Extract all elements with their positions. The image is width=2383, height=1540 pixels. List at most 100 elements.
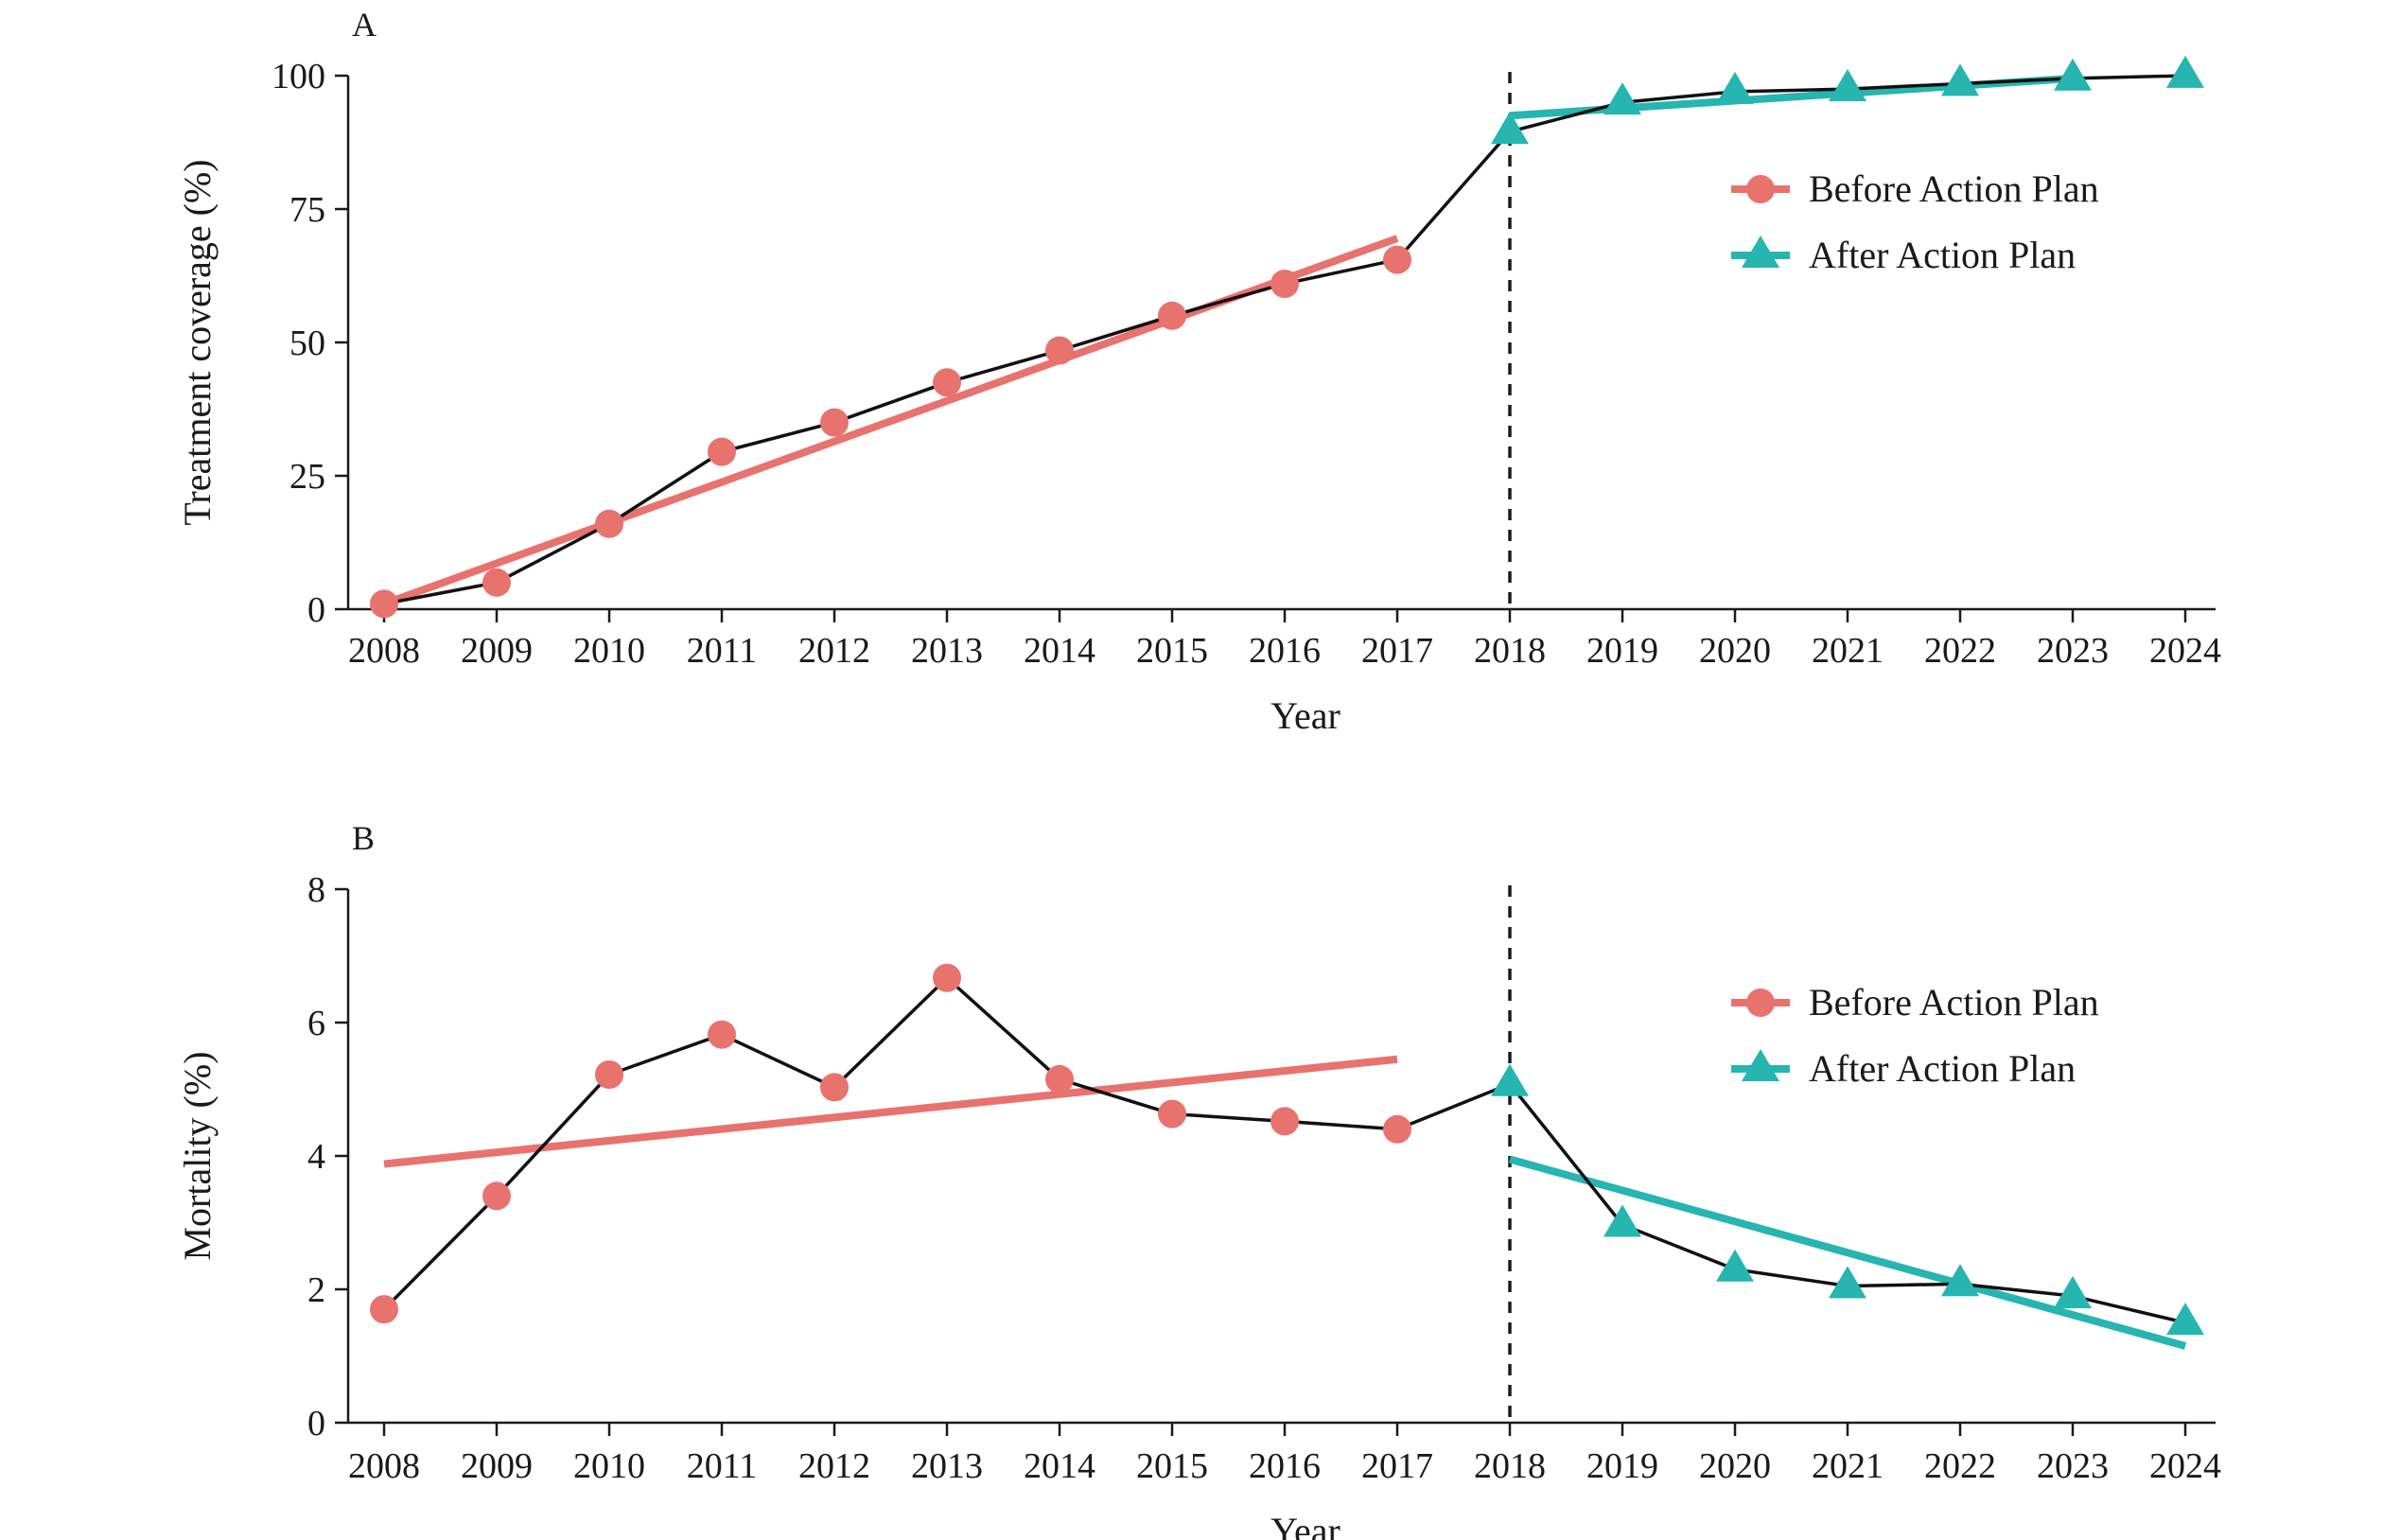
y-tick-label: 6 [307, 1004, 325, 1043]
x-tick-label: 2015 [1136, 1446, 1208, 1486]
y-tick-label: 25 [289, 457, 325, 497]
point-after-action-plan [2166, 55, 2204, 88]
x-tick-label: 2018 [1474, 1446, 1546, 1486]
y-tick-label: 4 [307, 1137, 325, 1177]
point-after-action-plan [1829, 1266, 1866, 1299]
panel-a: A 0 25 50 75 100 2008 2009 2010 2011 2012 2013 2014 2… [176, 6, 2221, 737]
x-tick-label: 2011 [687, 1446, 758, 1486]
x-tick-label: 2022 [1924, 1446, 1996, 1486]
y-tick-label: 8 [307, 870, 325, 910]
point-after-action-plan [2054, 58, 2092, 91]
point-before-action-plan [1158, 1099, 1186, 1129]
legend-label: Before Action Plan [1809, 167, 2099, 210]
x-tick-label: 2016 [1249, 1446, 1321, 1486]
x-tick-label: 2017 [1361, 1446, 1433, 1486]
x-tick-label: 2012 [798, 1446, 870, 1486]
y-tick-label: 100 [272, 57, 325, 96]
point-after-action-plan [1491, 1063, 1529, 1096]
point-before-action-plan [482, 568, 511, 597]
x-axis-title: Year [1270, 1510, 1340, 1540]
legend-marker-circle [1746, 175, 1775, 203]
x-tick-label: 2023 [2037, 1446, 2109, 1486]
panel-label: B [352, 819, 375, 857]
x-tick-label: 2023 [2037, 631, 2109, 671]
point-before-action-plan [708, 437, 736, 466]
x-tick-label: 2016 [1249, 631, 1321, 671]
panel-label: A [352, 6, 377, 44]
point-before-action-plan [1270, 269, 1299, 298]
trend-line-before-action-plan [383, 1055, 1398, 1168]
point-before-action-plan [595, 509, 623, 538]
point-after-action-plan [1941, 1264, 1979, 1297]
x-tick-label: 2008 [348, 631, 420, 671]
x-tick-label: 2020 [1699, 631, 1771, 671]
x-tick-label: 2010 [573, 631, 645, 671]
x-tick-label: 2009 [461, 1446, 533, 1486]
point-before-action-plan [820, 408, 849, 437]
trend-line-before-action-plan [382, 235, 1399, 608]
x-tick-label: 2024 [2149, 1446, 2221, 1486]
trend-line-after-action-plan [1508, 1155, 2187, 1350]
x-tick-label: 2014 [1024, 1446, 1095, 1486]
point-after-action-plan [1603, 1204, 1641, 1237]
x-tick-label: 2017 [1361, 631, 1433, 671]
x-tick-label: 2010 [573, 1446, 645, 1486]
point-after-action-plan [2054, 1275, 2092, 1308]
point-after-action-plan [1829, 69, 1866, 102]
point-after-action-plan [2166, 1303, 2204, 1336]
legend-marker-circle [1746, 989, 1775, 1017]
x-tick-label: 2013 [911, 631, 983, 671]
y-tick-label: 0 [307, 590, 325, 630]
point-before-action-plan [370, 1295, 398, 1324]
point-after-action-plan [1716, 1249, 1754, 1282]
legend: Before Action Plan After Action Plan [1731, 981, 2099, 1090]
point-after-action-plan [1941, 63, 1979, 96]
point-before-action-plan [820, 1073, 849, 1102]
x-tick-label: 2008 [348, 1446, 420, 1486]
y-tick-label: 75 [289, 190, 325, 230]
point-after-action-plan [1603, 82, 1641, 115]
y-axis-title: Treatment coverage (%) [176, 159, 219, 525]
point-after-action-plan [1716, 71, 1754, 104]
point-before-action-plan [370, 589, 398, 619]
point-before-action-plan [1383, 245, 1411, 274]
x-tick-label: 2013 [911, 1446, 983, 1486]
point-before-action-plan [482, 1181, 511, 1211]
x-tick-label: 2011 [687, 631, 758, 671]
x-tick-label: 2019 [1586, 631, 1658, 671]
y-tick-label: 50 [289, 324, 325, 363]
x-tick-label: 2021 [1812, 1446, 1884, 1486]
observed-line [383, 74, 2186, 606]
point-before-action-plan [595, 1059, 623, 1089]
point-before-action-plan [1158, 301, 1186, 330]
x-tick-label: 2019 [1586, 1446, 1658, 1486]
trend-line-after-action-plan [1509, 74, 2074, 120]
point-before-action-plan [1045, 336, 1074, 365]
legend-marker-triangle [1742, 1049, 1779, 1081]
x-tick-label: 2021 [1812, 631, 1884, 671]
x-tick-label: 2012 [798, 631, 870, 671]
point-before-action-plan [1270, 1107, 1299, 1136]
x-tick-label: 2018 [1474, 631, 1546, 671]
legend-label: Before Action Plan [1809, 981, 2099, 1024]
x-tick-label: 2020 [1699, 1446, 1771, 1486]
legend-label: After Action Plan [1809, 234, 2076, 276]
point-before-action-plan [1045, 1064, 1074, 1094]
x-tick-label: 2024 [2149, 631, 2221, 671]
x-tick-label: 2022 [1924, 631, 1996, 671]
x-tick-label: 2014 [1024, 631, 1095, 671]
y-tick-label: 2 [307, 1270, 325, 1310]
x-axis-title: Year [1270, 694, 1340, 737]
point-before-action-plan [708, 1020, 736, 1049]
y-tick-label: 0 [307, 1404, 325, 1444]
point-before-action-plan [933, 368, 961, 397]
x-tick-label: 2015 [1136, 631, 1208, 671]
legend-marker-triangle [1742, 236, 1779, 268]
point-after-action-plan [1491, 112, 1529, 145]
point-before-action-plan [1383, 1114, 1411, 1144]
legend-label: After Action Plan [1809, 1047, 2076, 1090]
panel-b: B 0 2 4 6 8 2008 2009 2010 2011 2012 2013 2014 2015 20… [176, 819, 2221, 1540]
y-axis-title: Mortality (%) [176, 1051, 219, 1260]
legend: Before Action Plan After Action Plan [1731, 167, 2099, 276]
